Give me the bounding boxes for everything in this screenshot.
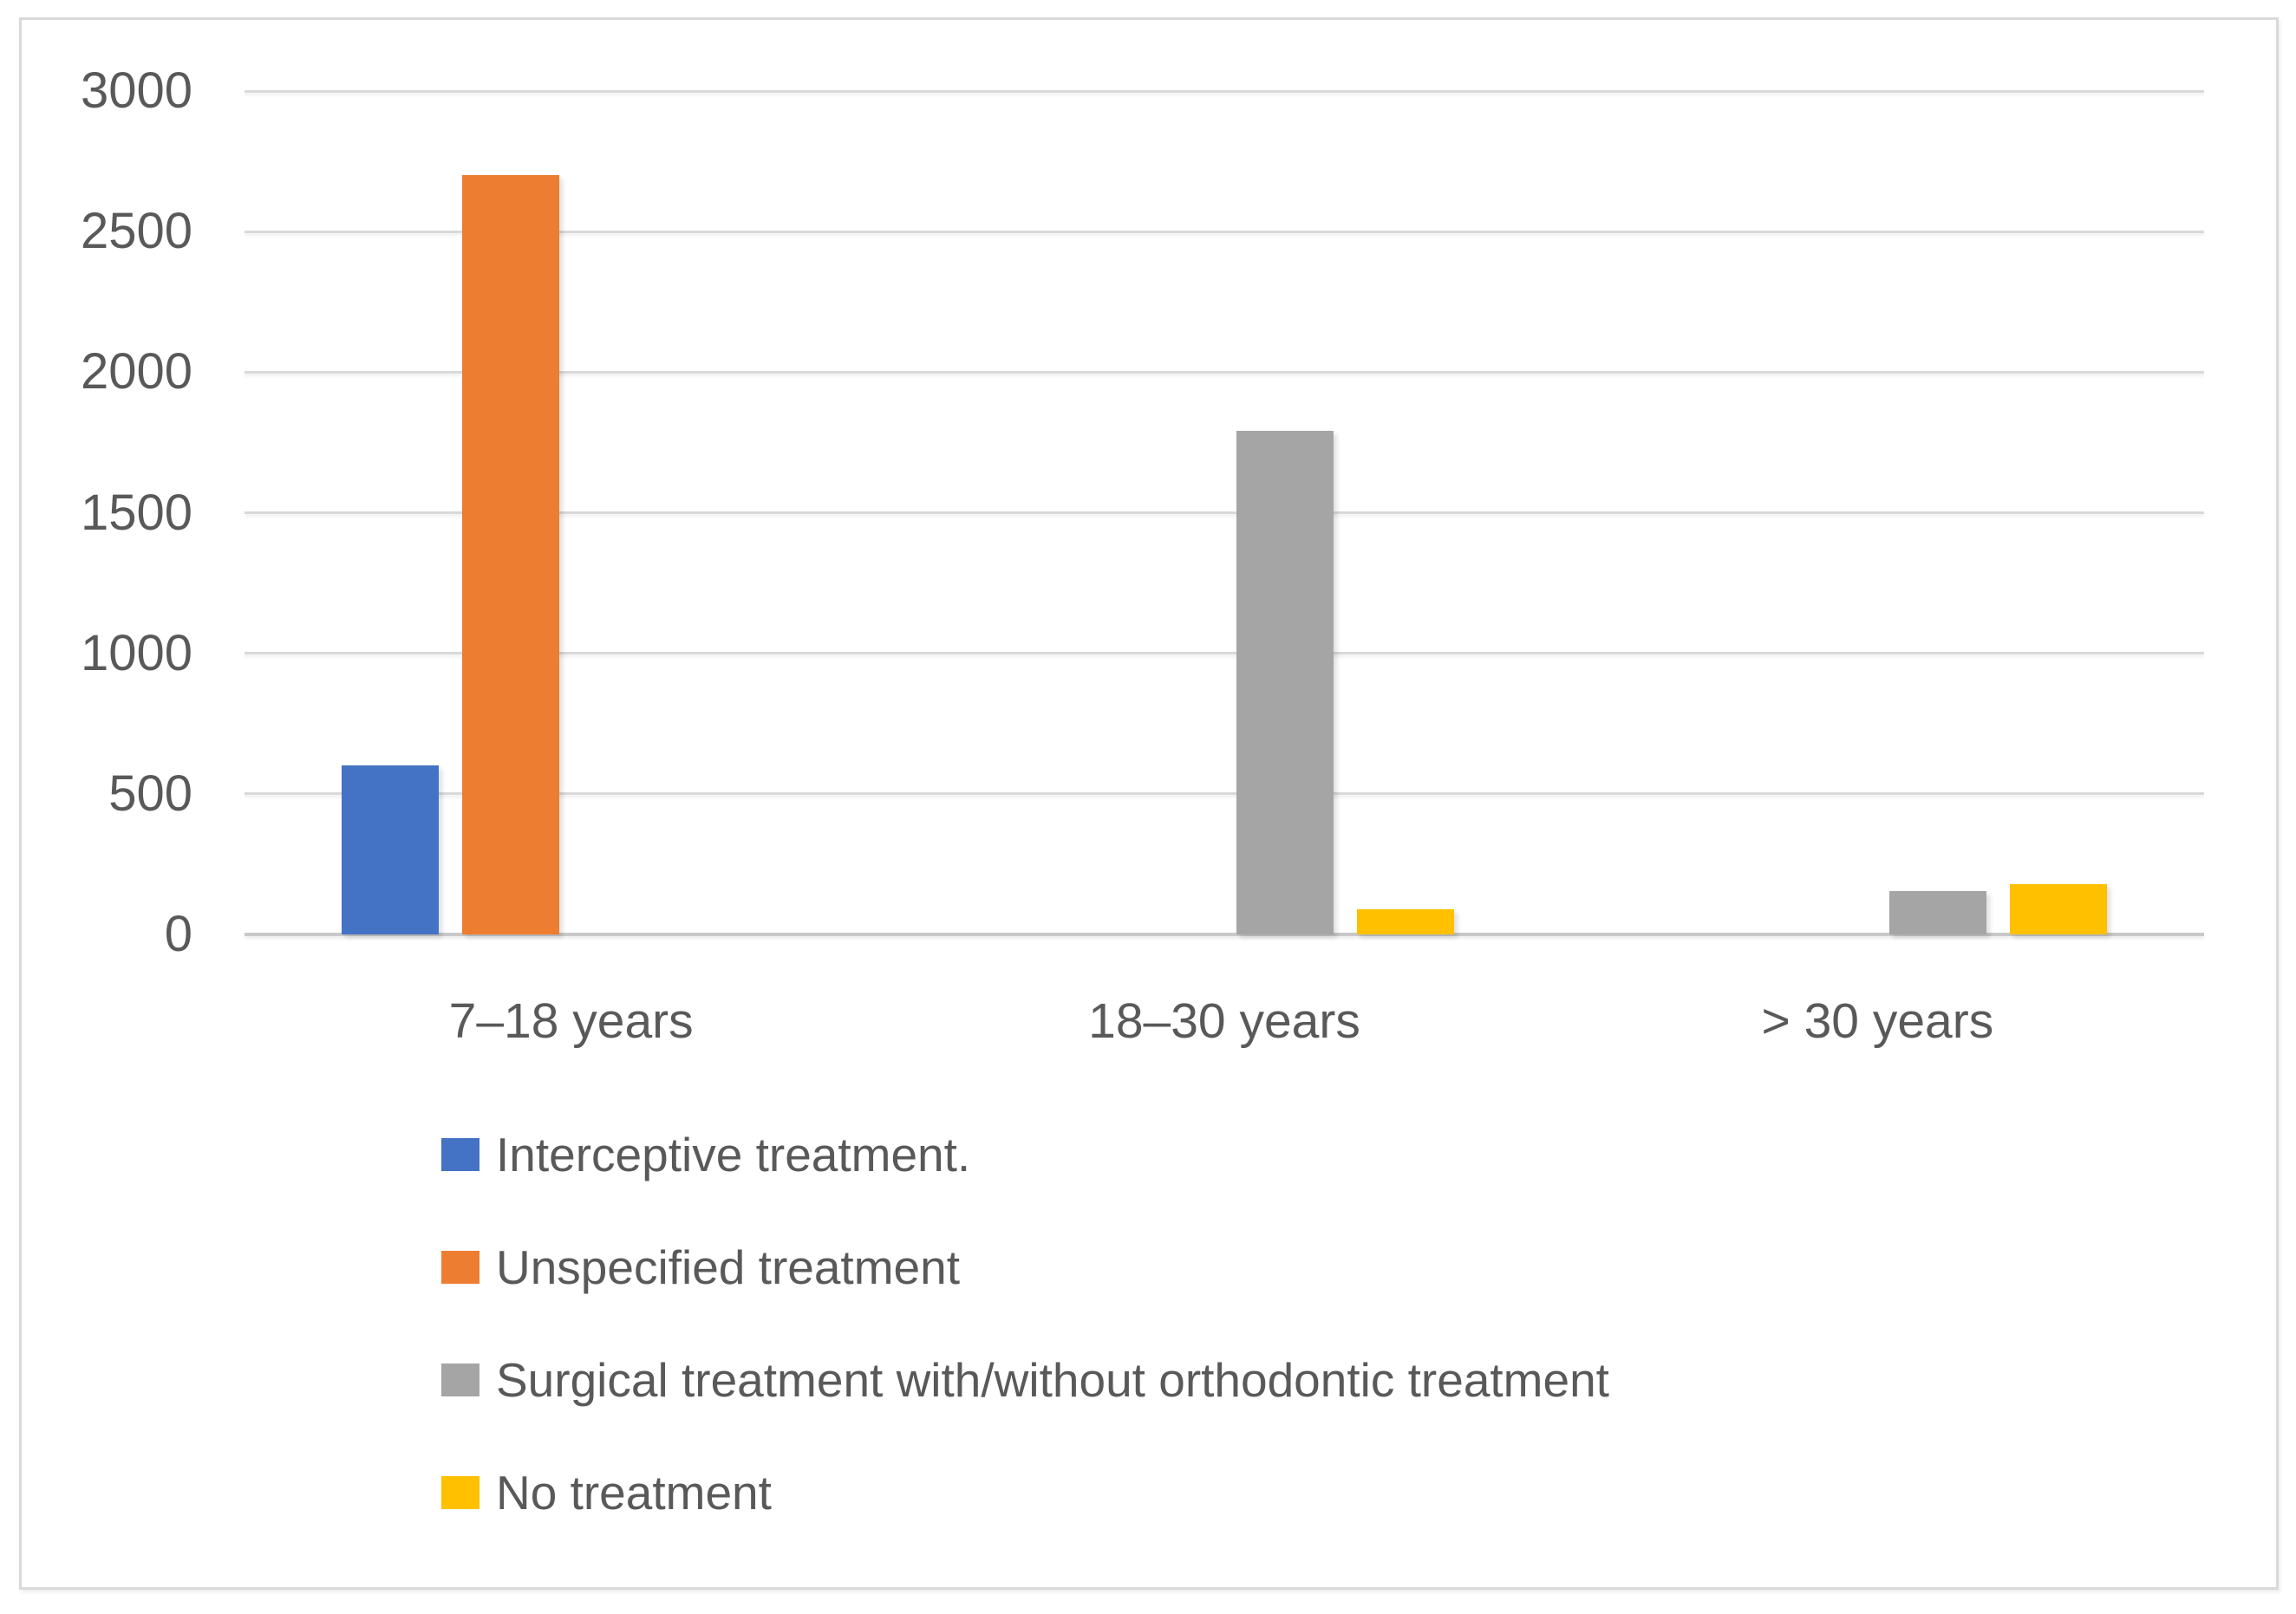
bar-30years-series-4 <box>2009 883 2107 934</box>
legend-color-swatch <box>441 1363 479 1396</box>
bar-1830years-series-4 <box>1356 908 1454 934</box>
x-axis-category-label: 7–18 years <box>448 993 694 1049</box>
legend-color-swatch <box>441 1138 479 1171</box>
bar-718years-series-1 <box>342 765 440 934</box>
legend-label: Interceptive treatment. <box>496 1128 971 1181</box>
gridline <box>245 792 2204 796</box>
legend-color-swatch <box>441 1251 479 1284</box>
bar-718years-series-2 <box>462 175 560 934</box>
y-axis-tick-label: 0 <box>164 906 192 962</box>
gridline <box>245 652 2204 655</box>
bar-30years-series-3 <box>1888 890 1986 934</box>
legend-label: Surgical treatment with/without orthodon… <box>496 1353 1609 1407</box>
bar-1830years-series-3 <box>1236 431 1334 934</box>
y-axis-tick-label: 2000 <box>80 343 192 400</box>
x-axis-category-label: > 30 years <box>1761 993 1994 1049</box>
y-axis-tick-label: 500 <box>108 765 192 822</box>
x-axis-line <box>245 933 2204 936</box>
y-axis-tick-label: 1000 <box>80 624 192 681</box>
gridline <box>245 370 2204 374</box>
x-axis-category-label: 18–30 years <box>1088 993 1360 1049</box>
y-axis-tick-label: 2500 <box>80 203 192 260</box>
legend-color-swatch <box>441 1476 479 1509</box>
gridline <box>245 511 2204 514</box>
legend-label: Unspecified treatment <box>496 1240 960 1294</box>
gridline <box>245 89 2204 93</box>
chart-outer-border <box>19 17 2279 1590</box>
legend-label: No treatment <box>496 1466 772 1520</box>
gridline <box>245 230 2204 233</box>
y-axis-tick-label: 3000 <box>80 62 192 119</box>
y-axis-tick-label: 1500 <box>80 484 192 541</box>
